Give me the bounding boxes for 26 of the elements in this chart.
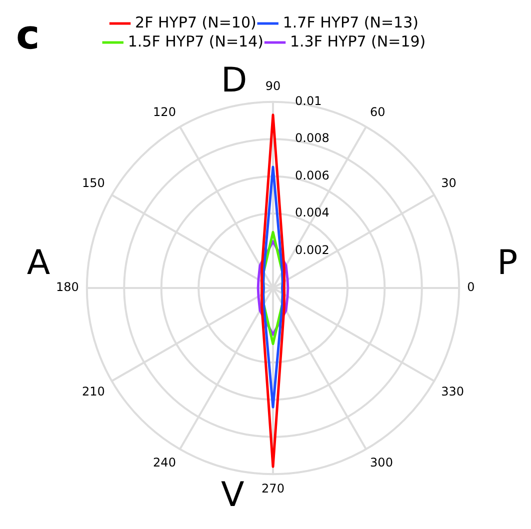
spoke-label: 270: [262, 481, 284, 496]
text: A: [26, 242, 50, 283]
spoke-label: 180: [56, 280, 79, 294]
spoke-label: 150: [82, 176, 105, 190]
spoke-label: 90: [265, 78, 281, 93]
spoke-label: 120: [153, 104, 176, 119]
y-tick-label: 0.008: [295, 131, 330, 146]
y-tick-label: 0.01: [295, 94, 322, 108]
legend-label: 2F HYP7 (N=10): [135, 13, 256, 32]
legend-label: 1.7F HYP7 (N=13): [282, 13, 418, 32]
spoke-label: 330: [441, 384, 464, 398]
spoke-label: 240: [153, 455, 176, 470]
spoke-label: 30: [441, 176, 456, 190]
text: c: [16, 12, 40, 58]
legend-label: 1.3F HYP7 (N=19): [290, 32, 426, 50]
spoke-label: 60: [370, 104, 386, 119]
y-tick-label: 0.006: [295, 168, 330, 182]
legend-label: 1.5F HYP7 (N=14): [128, 32, 264, 50]
y-tick-label: 0.004: [295, 206, 330, 220]
spoke-label: 300: [370, 455, 393, 470]
spoke-label: 0: [467, 280, 475, 294]
text: D: [221, 60, 248, 101]
text: V: [221, 474, 244, 515]
y-tick-label: 0.002: [295, 242, 330, 257]
text: P: [497, 242, 518, 283]
spoke-label: 210: [82, 384, 105, 398]
